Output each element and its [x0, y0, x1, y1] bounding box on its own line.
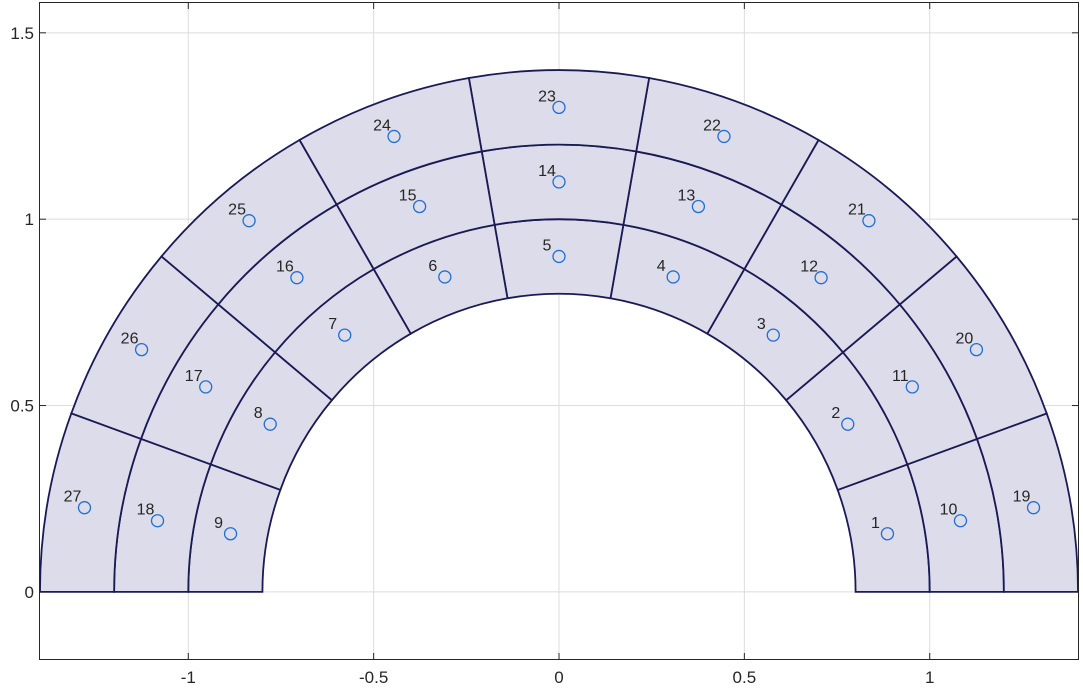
element-label-11: 11 [892, 368, 909, 385]
element-center-marker-2 [841, 417, 855, 431]
y-tick-label-2: 1 [25, 210, 34, 229]
element-label-8: 8 [254, 405, 263, 422]
element-label-1: 1 [871, 515, 880, 532]
element-label-20: 20 [956, 331, 974, 348]
element-center-marker-26 [134, 342, 149, 357]
element-label-19: 19 [1013, 489, 1031, 506]
element-label-13: 13 [677, 188, 695, 205]
element-center-marker-11 [905, 380, 919, 394]
element-label-25: 25 [228, 202, 246, 219]
mesh-elements [39, 69, 1079, 593]
element-center-marker-21 [862, 214, 876, 228]
x-tick-label-3: 0.5 [733, 668, 757, 687]
mesh-element-23 [467, 69, 651, 153]
element-center-marker-23 [552, 100, 566, 115]
element-center-marker-15 [412, 199, 427, 214]
element-center-marker-13 [691, 199, 706, 214]
element-label-4: 4 [657, 258, 666, 275]
x-tick-label-4: 1 [925, 668, 934, 687]
element-center-marker-9 [223, 527, 238, 541]
element-center-marker-25 [242, 214, 256, 228]
element-center-marker-1 [880, 527, 895, 541]
element-label-18: 18 [137, 502, 155, 519]
element-label-9: 9 [214, 515, 223, 532]
element-label-10: 10 [940, 502, 958, 519]
element-label-12: 12 [800, 259, 818, 276]
element-center-marker-4 [666, 270, 680, 284]
y-tick-label-1: 0.5 [10, 397, 34, 416]
element-label-17: 17 [185, 368, 203, 385]
element-label-26: 26 [121, 331, 139, 348]
element-label-23: 23 [538, 88, 556, 105]
mesh-element-14 [480, 143, 638, 226]
element-label-2: 2 [831, 405, 840, 422]
element-center-marker-19 [1026, 501, 1041, 515]
element-center-marker-6 [438, 270, 452, 284]
element-center-marker-16 [290, 271, 304, 285]
element-centers: 1234567891011121314151617181920212223242… [64, 88, 1041, 541]
element-center-marker-7 [338, 328, 352, 342]
element-center-marker-14 [552, 175, 566, 189]
element-center-marker-18 [150, 514, 165, 528]
y-tick-label-3: 1.5 [10, 24, 34, 43]
x-tick-label-1: -0.5 [359, 668, 388, 687]
element-label-24: 24 [373, 117, 391, 134]
element-label-16: 16 [276, 259, 294, 276]
element-label-27: 27 [64, 489, 82, 506]
element-center-marker-8 [263, 417, 277, 431]
element-label-22: 22 [703, 117, 721, 134]
element-label-3: 3 [757, 316, 766, 333]
x-axis-ticks: -1 -0.5 0 0.5 1 [181, 3, 934, 687]
element-label-6: 6 [428, 258, 437, 275]
y-axis-ticks: 0 0.5 1 1.5 [10, 24, 1078, 602]
x-tick-label-2: 0 [554, 668, 563, 687]
element-center-marker-20 [969, 342, 984, 357]
element-center-marker-12 [814, 271, 828, 285]
y-tick-label-0: 0 [25, 583, 34, 602]
element-center-marker-22 [717, 129, 731, 144]
element-center-marker-3 [766, 328, 780, 342]
mesh-element-5 [493, 218, 625, 300]
element-center-marker-10 [953, 514, 968, 528]
element-center-marker-27 [77, 501, 92, 515]
x-tick-label-0: -1 [181, 668, 196, 687]
element-label-14: 14 [538, 163, 556, 180]
element-label-5: 5 [543, 237, 552, 254]
element-label-21: 21 [848, 202, 866, 219]
element-center-marker-24 [387, 129, 401, 144]
element-center-marker-5 [552, 249, 566, 264]
axes-box [39, 2, 1079, 660]
element-label-15: 15 [399, 188, 417, 205]
element-label-7: 7 [328, 316, 337, 333]
element-center-marker-17 [199, 380, 213, 394]
